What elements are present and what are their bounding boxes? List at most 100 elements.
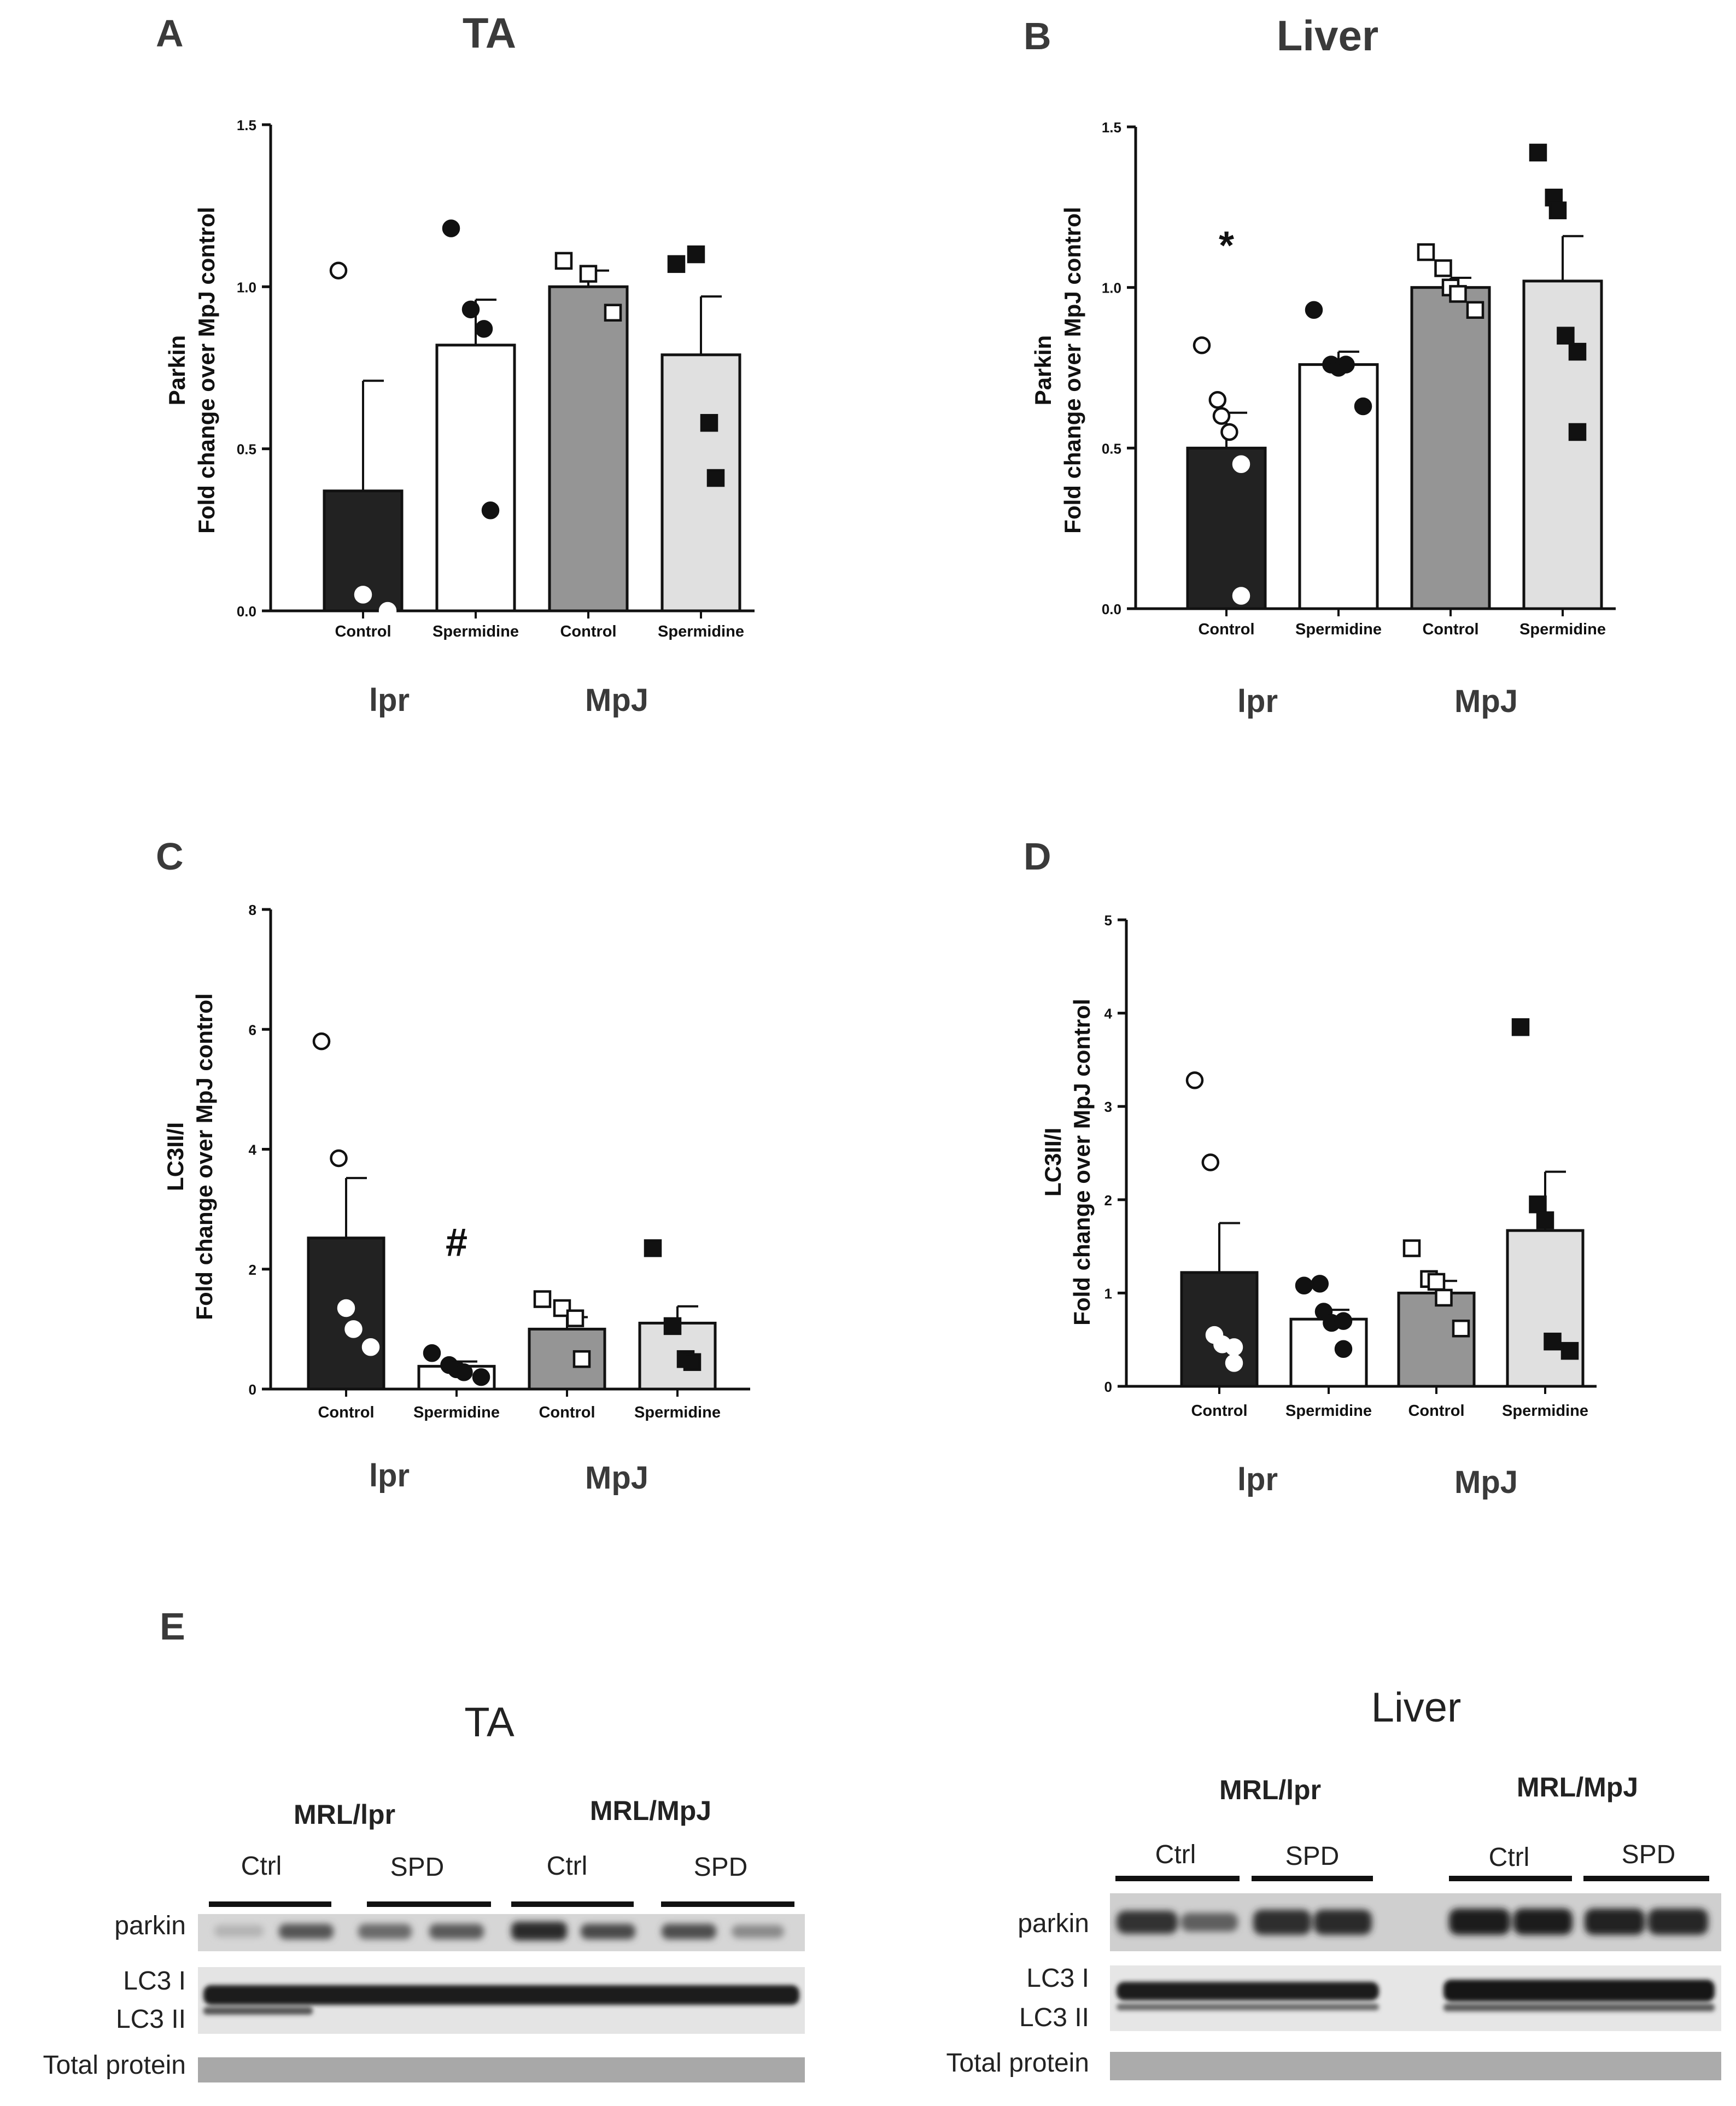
panel-d-data-point	[1560, 1341, 1579, 1360]
blot-band	[279, 1924, 334, 1939]
panel-e-letter: E	[160, 1605, 185, 1648]
panel-d-chart: D LC3II/I Fold change over MpJ control 0…	[1024, 835, 1597, 1500]
panel-c-category-label: Spermidine	[413, 1404, 500, 1421]
panel-b-bar	[1410, 286, 1491, 610]
panel-c-letter: C	[156, 835, 184, 878]
panel-b-data-point	[1354, 397, 1372, 416]
panel-d-category-label: Spermidine	[1502, 1402, 1588, 1420]
panel-d-letter: D	[1024, 835, 1051, 878]
panel-d-y-tick-label: 5	[1104, 912, 1112, 929]
panel-c-data-point	[644, 1239, 662, 1257]
panel-a-points	[329, 219, 725, 620]
panel-a-ylabel-line1: Parkin	[164, 335, 190, 405]
panel-d-data-point	[1295, 1276, 1313, 1295]
blot-ta-lane-label: Ctrl	[241, 1852, 282, 1881]
panel-b-bars	[1186, 235, 1603, 610]
panel-c-category-label: Control	[539, 1404, 595, 1421]
panel-d-bars	[1180, 1170, 1585, 1388]
panel-b-title: Liver	[1277, 11, 1378, 60]
panel-b-group-label: MpJ	[1454, 684, 1518, 719]
panel-a-ylabel-line2: Fold change over MpJ control	[194, 207, 219, 533]
blot-ta-row-label: Total protein	[43, 2051, 186, 2080]
blot-ta-lane-bar	[209, 1901, 331, 1907]
panel-b-y-tick-label: 0.0	[1102, 601, 1121, 617]
panel-c-data-point	[312, 1032, 331, 1051]
panel-b-data-point	[1568, 342, 1587, 361]
panel-b-data-point	[1232, 455, 1250, 473]
blot-band	[1443, 2004, 1715, 2011]
panel-a-y-tick-label: 0.5	[237, 441, 256, 458]
blot-liver-lane-label: Ctrl	[1489, 1843, 1530, 1872]
panel-c-ylabel-line1: LC3II/I	[162, 1122, 188, 1191]
panel-d-data-point	[1511, 1018, 1530, 1036]
blot-band	[429, 1924, 484, 1939]
blot-band	[1117, 2004, 1379, 2010]
panel-d-category-label: Control	[1191, 1402, 1247, 1420]
panel-d-data-point	[1427, 1273, 1446, 1291]
panel-d-data-point	[1201, 1153, 1220, 1171]
panel-b-category-label: Spermidine	[1519, 621, 1606, 638]
blot-band	[203, 1985, 799, 2005]
panel-a-title: TA	[463, 9, 516, 57]
panel-b-data-point	[1417, 243, 1435, 261]
panel-a-data-point	[700, 414, 718, 432]
panel-a-bar	[548, 285, 629, 612]
blot-band	[581, 1924, 635, 1939]
blot-ta-row-label: parkin	[114, 1911, 186, 1940]
panel-c-data-point	[566, 1309, 584, 1327]
panel-a-bar	[435, 343, 516, 612]
panel-a-bar	[661, 353, 741, 612]
blot-band	[662, 1924, 716, 1939]
panel-c-data-point	[455, 1363, 473, 1381]
blot-ta-group-label: MRL/MpJ	[590, 1795, 711, 1826]
panel-d-data-point	[1334, 1312, 1353, 1330]
panel-a-data-point	[475, 320, 493, 338]
panel-c-y-tick-label: 8	[249, 902, 256, 918]
blot-band	[511, 1922, 567, 1940]
panel-a-category-label: Control	[335, 623, 391, 640]
panel-b-y-tick-label: 1.5	[1102, 119, 1121, 136]
blot-ta-group-label: MRL/lpr	[294, 1799, 395, 1830]
blot-band	[358, 1924, 412, 1939]
panel-c-data-point	[683, 1353, 702, 1371]
panel-d-y-tick-label: 1	[1104, 1285, 1112, 1302]
panel-d-data-point	[1452, 1319, 1470, 1338]
panel-d-y-tick-label: 0	[1104, 1379, 1112, 1395]
panel-d-category-label: Control	[1408, 1402, 1464, 1420]
panel-d-ylabel-line2: Fold change over MpJ control	[1069, 999, 1095, 1325]
panel-a-y-tick-label: 0.0	[237, 603, 256, 620]
panel-d-ylabel-line1: LC3II/I	[1040, 1128, 1066, 1197]
panel-c-data-point	[423, 1344, 441, 1362]
panel-b-y-tick-label: 1.0	[1102, 280, 1121, 296]
panel-c-data-point	[472, 1368, 490, 1386]
panel-c-data-point	[344, 1320, 363, 1338]
panel-c-bar	[528, 1327, 606, 1391]
blot-liver-row-label: LC3 I	[1026, 1964, 1089, 1993]
panel-c-points	[312, 1032, 702, 1386]
panel-b-data-point	[1337, 355, 1355, 374]
blot-liver-group-label: MRL/lpr	[1219, 1775, 1321, 1805]
panel-b-data-point	[1557, 326, 1575, 345]
blot-ta-parkin-bands	[214, 1922, 784, 1940]
panel-c-data-point	[663, 1317, 682, 1335]
blot-liver: Liver MRL/lpr MRL/MpJ Ctrl SPD Ctrl SPD …	[946, 1684, 1721, 2080]
panel-c-data-point	[361, 1338, 380, 1356]
panel-c-category-label: Control	[318, 1404, 374, 1421]
blot-band	[214, 1925, 264, 1937]
panel-c-category-label: Spermidine	[634, 1404, 721, 1421]
panel-a-data-point	[481, 501, 500, 520]
blot-liver-lane-label: SPD	[1622, 1840, 1676, 1869]
panel-a-data-point	[554, 252, 573, 270]
panel-b-category-label: Control	[1198, 621, 1254, 638]
blot-liver-parkin-bands	[1117, 1909, 1708, 1935]
panel-c-data-point	[533, 1290, 552, 1308]
blot-ta: TA MRL/lpr MRL/MpJ Ctrl SPD Ctrl SPD par…	[43, 1699, 805, 2082]
blot-ta-row-label: LC3 I	[123, 1967, 186, 1996]
panel-a-data-point	[579, 265, 598, 283]
panel-b-category-label: Control	[1422, 621, 1478, 638]
panel-c-bars	[307, 1177, 717, 1391]
panel-a-group-label: lpr	[369, 682, 410, 718]
blot-liver-lane-label: SPD	[1285, 1842, 1340, 1871]
panel-b-data-point	[1212, 407, 1231, 425]
